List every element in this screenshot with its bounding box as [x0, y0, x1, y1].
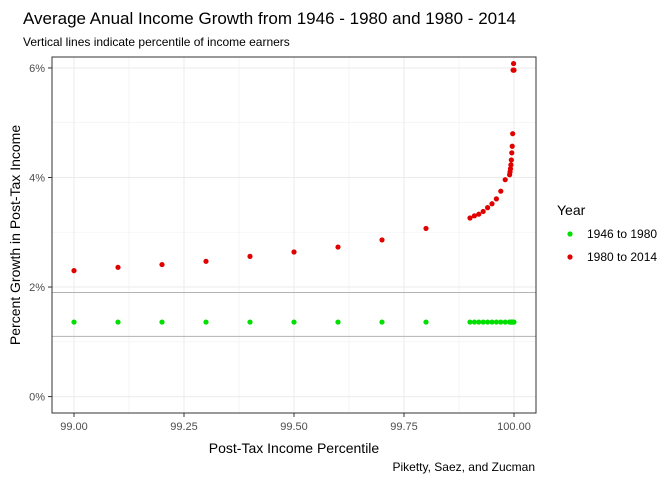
point-series-2: [476, 211, 482, 217]
y-axis-ticks: 0% 2% 4% 6%: [29, 63, 52, 404]
point-series-1: [71, 319, 77, 325]
point-series-2: [115, 264, 121, 270]
point-series-2: [71, 268, 77, 274]
point-series-2: [510, 131, 516, 137]
point-series-2: [291, 249, 297, 255]
data-points: [71, 60, 517, 325]
legend-title: Year: [557, 202, 586, 218]
legend: Year 1946 to 1980 1980 to 2014: [557, 202, 657, 264]
point-series-2: [203, 258, 209, 264]
x-tick-label: 99.25: [170, 421, 198, 433]
point-series-2: [247, 253, 253, 259]
legend-label-series-2: 1980 to 2014: [587, 250, 657, 264]
point-series-2: [498, 188, 504, 194]
point-series-2: [507, 166, 514, 172]
point-series-2: [510, 60, 517, 67]
point-series-2: [509, 150, 515, 156]
point-series-2: [159, 261, 165, 268]
point-series-2: [485, 205, 491, 211]
reference-lines: [52, 292, 536, 337]
y-tick-label: 6%: [29, 63, 45, 75]
point-series-2: [423, 225, 429, 232]
point-series-1: [203, 319, 209, 325]
chart-caption: Piketty, Saez, and Zucman: [392, 460, 535, 474]
x-tick-label: 99.50: [280, 421, 308, 433]
chart-subtitle: Vertical lines indicate percentile of in…: [23, 35, 290, 49]
legend-label-series-1: 1946 to 1980: [587, 227, 657, 241]
point-series-1: [511, 319, 517, 325]
point-series-1: [485, 319, 491, 325]
point-series-1: [467, 319, 473, 325]
point-series-2: [467, 215, 473, 221]
point-series-2: [489, 201, 495, 207]
chart-title: Average Anual Income Growth from 1946 - …: [23, 9, 516, 28]
point-series-2: [502, 177, 508, 183]
point-series-1: [493, 319, 499, 325]
point-series-1: [159, 319, 165, 325]
y-axis-title: Percent Growth in Post-Tax Income: [7, 125, 23, 345]
point-series-2: [335, 244, 341, 250]
point-series-1: [335, 319, 341, 325]
point-series-1: [476, 319, 482, 325]
point-series-2: [509, 143, 515, 149]
point-series-1: [480, 319, 486, 325]
point-series-1: [115, 319, 121, 325]
y-tick-label: 0%: [29, 392, 45, 404]
point-series-1: [291, 319, 297, 325]
point-series-1: [423, 319, 429, 325]
legend-items: 1946 to 1980 1980 to 2014: [567, 227, 657, 264]
point-series-2: [508, 157, 514, 163]
point-series-2: [511, 67, 517, 73]
legend-key-series-2: [567, 254, 573, 260]
x-tick-label: 99.00: [60, 421, 88, 433]
x-axis-title: Post-Tax Income Percentile: [209, 440, 380, 456]
x-tick-label: 99.75: [390, 421, 418, 433]
y-tick-label: 2%: [29, 282, 45, 294]
legend-key-series-1: [567, 231, 573, 237]
point-series-2: [508, 162, 514, 168]
point-series-1: [498, 319, 504, 325]
point-series-1: [489, 319, 495, 325]
point-series-1: [471, 319, 477, 325]
point-series-2: [480, 208, 486, 215]
point-series-2: [471, 213, 477, 219]
point-series-1: [247, 319, 253, 325]
x-axis-ticks: 99.00 99.25 99.50 99.75 100.00: [60, 413, 531, 433]
x-tick-label: 100.00: [497, 421, 531, 433]
point-series-1: [502, 319, 508, 325]
grid-lines: [52, 57, 536, 413]
y-tick-label: 4%: [29, 172, 45, 184]
point-series-2: [379, 237, 385, 243]
point-series-2: [493, 196, 499, 202]
point-series-1: [379, 319, 385, 325]
